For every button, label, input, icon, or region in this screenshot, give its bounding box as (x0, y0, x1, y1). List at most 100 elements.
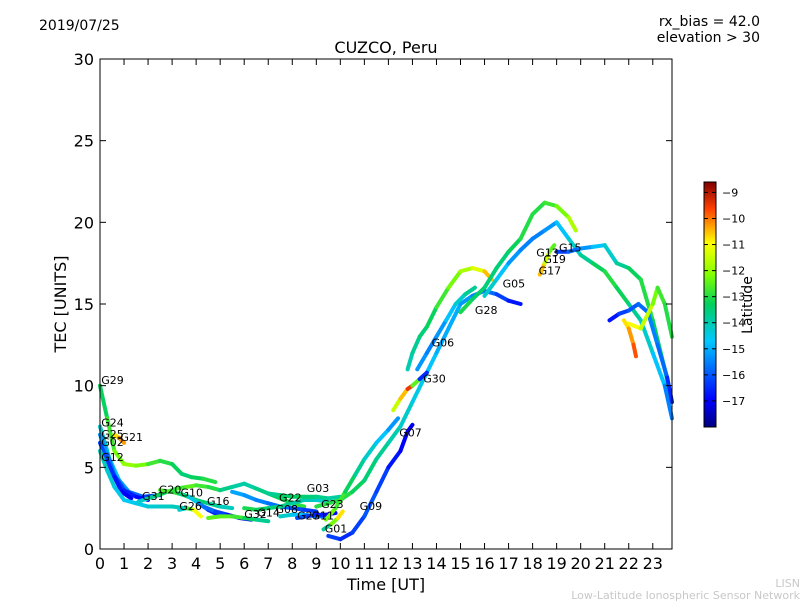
track-segment (417, 324, 429, 339)
label-G27: G27 (297, 510, 320, 523)
track-segment (446, 302, 463, 331)
track-segment (458, 266, 475, 274)
label-G05: G05 (503, 278, 526, 291)
track-segment (278, 501, 295, 509)
track-segment (290, 506, 307, 512)
track-segment (314, 494, 331, 501)
y-tick-label: 10 (74, 377, 94, 396)
track-segment (614, 261, 631, 271)
x-axis: 0 1 2 3 4 5 6 7 8 9 10 11 12 13 14 15 16 17 18 19 20 21 22 23 (95, 59, 663, 573)
series-G21 (112, 432, 127, 445)
track-segment (266, 491, 283, 498)
label-G31: G31 (142, 490, 165, 503)
y-tick-label: 5 (84, 458, 94, 477)
series-G27 (626, 285, 674, 339)
colorbar-tick-label: −10 (722, 212, 745, 225)
series-G09 (314, 288, 523, 509)
track-segment (631, 342, 638, 359)
track-segment (650, 351, 667, 388)
track-segment (494, 292, 511, 303)
track-segment (335, 509, 345, 520)
track-segment (446, 269, 463, 290)
track-segment (112, 484, 127, 502)
track-segment (242, 493, 259, 502)
series-G13 (458, 200, 578, 315)
label-G02: G02 (101, 436, 124, 449)
series-G02 (98, 440, 134, 501)
label-G16: G16 (207, 495, 230, 508)
x-tick-label: 14 (426, 554, 446, 573)
track-segment (602, 243, 619, 266)
track-segment (398, 386, 410, 401)
track-segment (98, 449, 110, 473)
y-axis: 0 5 10 15 20 25 30 (74, 50, 672, 559)
series-G07 (326, 422, 415, 542)
track-segment (626, 266, 643, 282)
track-segment (98, 432, 110, 457)
track-segment (386, 424, 403, 445)
track-segment (566, 236, 583, 257)
label-G25: G25 (101, 428, 124, 441)
track-segment (134, 462, 151, 468)
track-segment (458, 293, 475, 306)
colorbar-tick-label: −16 (722, 369, 745, 382)
x-tick-label: 23 (643, 554, 663, 573)
x-tick-label: 19 (546, 554, 566, 573)
track-segment (254, 498, 271, 506)
colorbar-label: Latitude (740, 276, 756, 334)
track-segment (530, 228, 547, 241)
track-segment (230, 481, 247, 489)
track-segment (542, 200, 559, 208)
y-tick-label: 25 (74, 132, 94, 151)
track-segment (638, 277, 655, 323)
track-segment (470, 266, 487, 274)
track-segment (398, 429, 410, 453)
colorbar-tick-label: −12 (722, 265, 745, 278)
track-segment (614, 285, 631, 306)
colorbar-tick-label: −14 (722, 317, 745, 330)
track-segment (537, 261, 547, 277)
track-segment (112, 475, 124, 494)
track-segment (242, 481, 259, 491)
label-G14: G14 (257, 506, 280, 519)
track-segment (333, 489, 348, 511)
series-G22 (242, 498, 331, 512)
track-segment (590, 243, 607, 249)
y-tick-label: 30 (74, 50, 94, 69)
track-segment (494, 249, 511, 271)
x-tick-label: 2 (143, 554, 153, 573)
label-G23: G23 (321, 498, 344, 511)
track-segment (518, 212, 535, 241)
track-segment (105, 468, 117, 489)
track-segment (662, 383, 674, 421)
footer-network: Low-Latitude Ionospheric Sensor Network (571, 589, 800, 602)
label-G07: G07 (399, 426, 422, 439)
track-segment (374, 427, 391, 445)
colorbar-tick-label: −15 (722, 343, 745, 356)
track-segment (213, 509, 230, 517)
track-segment (314, 501, 331, 509)
series-G17 (537, 243, 557, 277)
track-segment (134, 501, 151, 509)
x-tick-label: 22 (619, 554, 639, 573)
colorbar (703, 181, 717, 428)
x-tick-label: 6 (239, 554, 249, 573)
track-segment (302, 507, 319, 514)
label-G24: G24 (101, 417, 124, 430)
x-tick-label: 0 (95, 554, 105, 573)
x-axis-label: Time [UT] (346, 575, 425, 594)
series-G18 (607, 302, 674, 404)
series-G12 (98, 449, 187, 511)
track-segment (191, 507, 203, 519)
colorbar-tick-label: −11 (722, 239, 745, 252)
track-segment (458, 297, 475, 315)
track-segment (424, 334, 439, 355)
series-G23 (323, 416, 401, 522)
track-segment (350, 514, 367, 535)
track-segment (112, 449, 127, 467)
x-tick-label: 3 (167, 554, 177, 573)
label-G17: G17 (539, 265, 562, 278)
label-G26: G26 (179, 500, 202, 513)
label-G06: G06 (432, 336, 455, 349)
